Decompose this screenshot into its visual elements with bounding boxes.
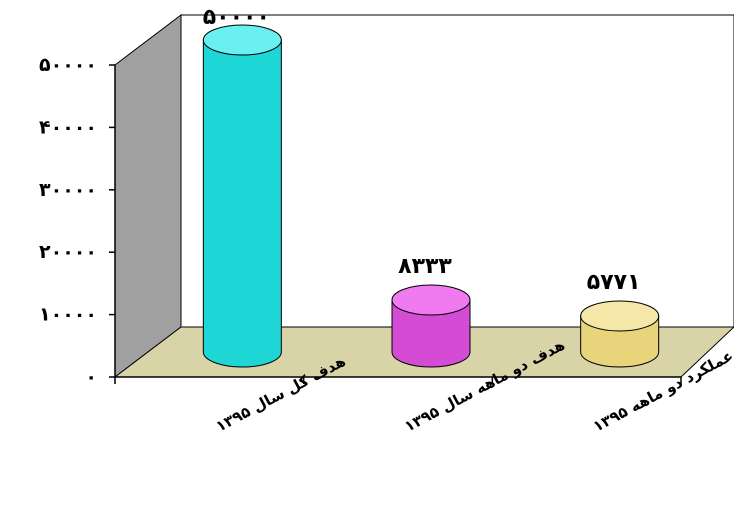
bar-body — [202, 39, 282, 368]
y-tick-label: ۰ — [85, 366, 97, 388]
bar-top — [391, 284, 471, 316]
data-label: ۵۷۷۱ — [587, 270, 641, 295]
y-tick-label: ۴۰۰۰۰ — [39, 116, 97, 138]
cylinder-bar — [391, 284, 471, 368]
y-tick-label: ۳۰۰۰۰ — [39, 179, 97, 201]
bar-top — [580, 300, 660, 332]
cylinder-bar — [580, 300, 660, 368]
y-tick-label: ۱۰۰۰۰ — [39, 304, 97, 326]
side-wall — [114, 13, 182, 379]
chart-axes: ۰ ۱۰۰۰۰ ۲۰۰۰۰ ۳۰۰۰۰ ۴۰۰۰۰ ۵۰۰۰۰ — [39, 54, 682, 388]
y-tick-label: ۵۰۰۰۰ — [39, 54, 97, 76]
y-tick-label: ۲۰۰۰۰ — [39, 241, 97, 263]
cylinder-bar — [202, 24, 282, 368]
data-label: ۸۳۳۳ — [398, 254, 452, 279]
data-label: ۵۰۰۰۰ — [203, 5, 270, 30]
bar-body — [391, 299, 471, 368]
chart-bars — [202, 24, 660, 368]
bar-top — [202, 24, 282, 56]
